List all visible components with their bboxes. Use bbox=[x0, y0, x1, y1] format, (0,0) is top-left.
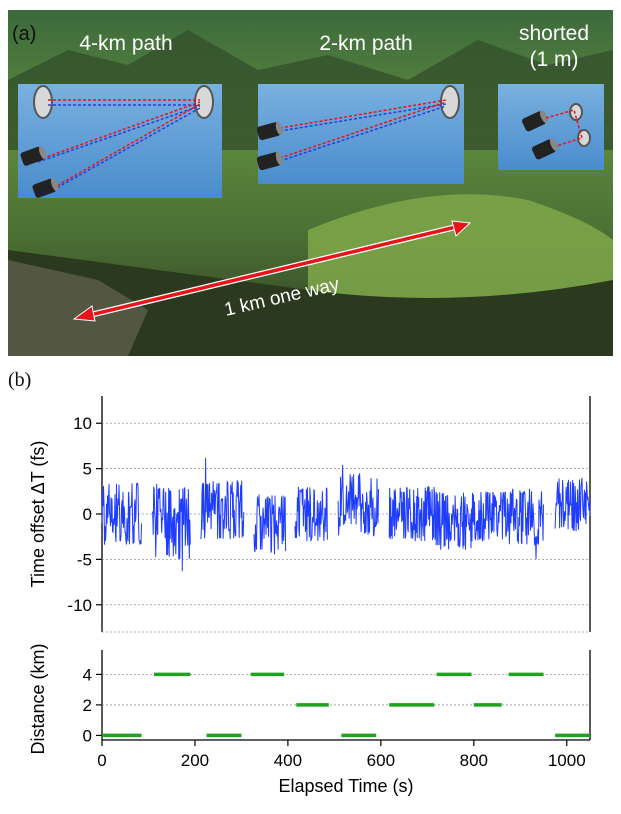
telescope-icon bbox=[256, 151, 283, 171]
y-axis-label-top: Time offset ΔT (fs) bbox=[28, 441, 48, 588]
chart-root: 10 5 0 -5 -10 Time offset ΔT (fs) 4 2 0 Distance … bbox=[28, 396, 591, 796]
x-axis-label: Elapsed Time (s) bbox=[278, 776, 413, 796]
inset-2km: 2-km path bbox=[256, 32, 464, 184]
mirror-icon bbox=[569, 103, 583, 121]
y-tick-label: 0 bbox=[83, 505, 92, 524]
y-tick-label: 4 bbox=[83, 665, 92, 684]
series-segment-10 bbox=[554, 477, 591, 532]
inset-label-4km: 4-km path bbox=[79, 32, 172, 55]
inset-label-2km: 2-km path bbox=[319, 32, 412, 55]
mirror-icon bbox=[440, 85, 460, 119]
inset-shorted-box bbox=[498, 84, 604, 170]
inset-label-1m: (1 m) bbox=[530, 48, 579, 71]
x-tick-label: 1000 bbox=[548, 751, 586, 770]
series-segment-9 bbox=[505, 488, 544, 560]
town-area bbox=[8, 260, 148, 356]
x-tick-label: 0 bbox=[97, 751, 106, 770]
photo-panel: (a) 4-km path 2-km path bbox=[8, 10, 613, 356]
mirror-icon bbox=[577, 129, 591, 147]
beam-line bbox=[37, 105, 201, 163]
telescope-icon bbox=[532, 138, 558, 160]
series-segment-4 bbox=[294, 486, 328, 542]
inset-4km: 4-km path bbox=[18, 32, 222, 198]
x-tick-label: 800 bbox=[460, 751, 488, 770]
series-segment-8 bbox=[471, 491, 507, 542]
mirror-icon bbox=[33, 85, 53, 119]
y-tick-label: 0 bbox=[83, 726, 92, 745]
foreground-forest bbox=[8, 250, 613, 356]
telescope-icon bbox=[32, 177, 59, 198]
panel-label-b: (b) bbox=[8, 369, 31, 391]
y-axis-label-bottom: Distance (km) bbox=[28, 643, 48, 754]
inset-label-shorted: shorted bbox=[519, 22, 589, 45]
series-segment-0 bbox=[101, 482, 142, 545]
y-tick-label: 10 bbox=[73, 414, 92, 433]
telescope-icon bbox=[20, 145, 47, 166]
y-tick-label: -10 bbox=[67, 596, 92, 615]
series-segment-7 bbox=[435, 492, 472, 550]
series-segment-6 bbox=[388, 485, 438, 542]
distance-arrow bbox=[72, 220, 472, 322]
telescope-icon bbox=[256, 121, 283, 141]
series-segment-1 bbox=[151, 483, 191, 572]
beam-line bbox=[37, 101, 201, 161]
telescope-icon bbox=[522, 110, 548, 132]
series-segment-5 bbox=[337, 464, 379, 537]
y-tick-label: 5 bbox=[83, 460, 92, 479]
beam-line bbox=[545, 109, 583, 147]
panel-label-a: (a) bbox=[12, 23, 36, 45]
y-tick-label: 2 bbox=[83, 696, 92, 715]
x-tick-label: 400 bbox=[274, 751, 302, 770]
series-segment-3 bbox=[253, 494, 287, 555]
series-segment-2 bbox=[200, 457, 245, 540]
inset-shorted: shorted (1 m) bbox=[498, 22, 604, 170]
chart-panel-b: (b) 10 5 0 -5 -10 Time offset ΔT (fs) 4 2 0 Dista… bbox=[8, 369, 591, 796]
x-tick-label: 600 bbox=[367, 751, 395, 770]
beam-line bbox=[52, 103, 201, 189]
mirror-icon bbox=[194, 85, 214, 119]
beam-line bbox=[279, 103, 447, 132]
beam-line bbox=[279, 101, 447, 159]
x-tick-label: 200 bbox=[181, 751, 209, 770]
beam-line bbox=[279, 99, 447, 129]
beam-line bbox=[52, 107, 201, 191]
green-hillside bbox=[308, 194, 613, 310]
beam-line bbox=[279, 105, 447, 162]
y-tick-label: -5 bbox=[77, 550, 92, 569]
